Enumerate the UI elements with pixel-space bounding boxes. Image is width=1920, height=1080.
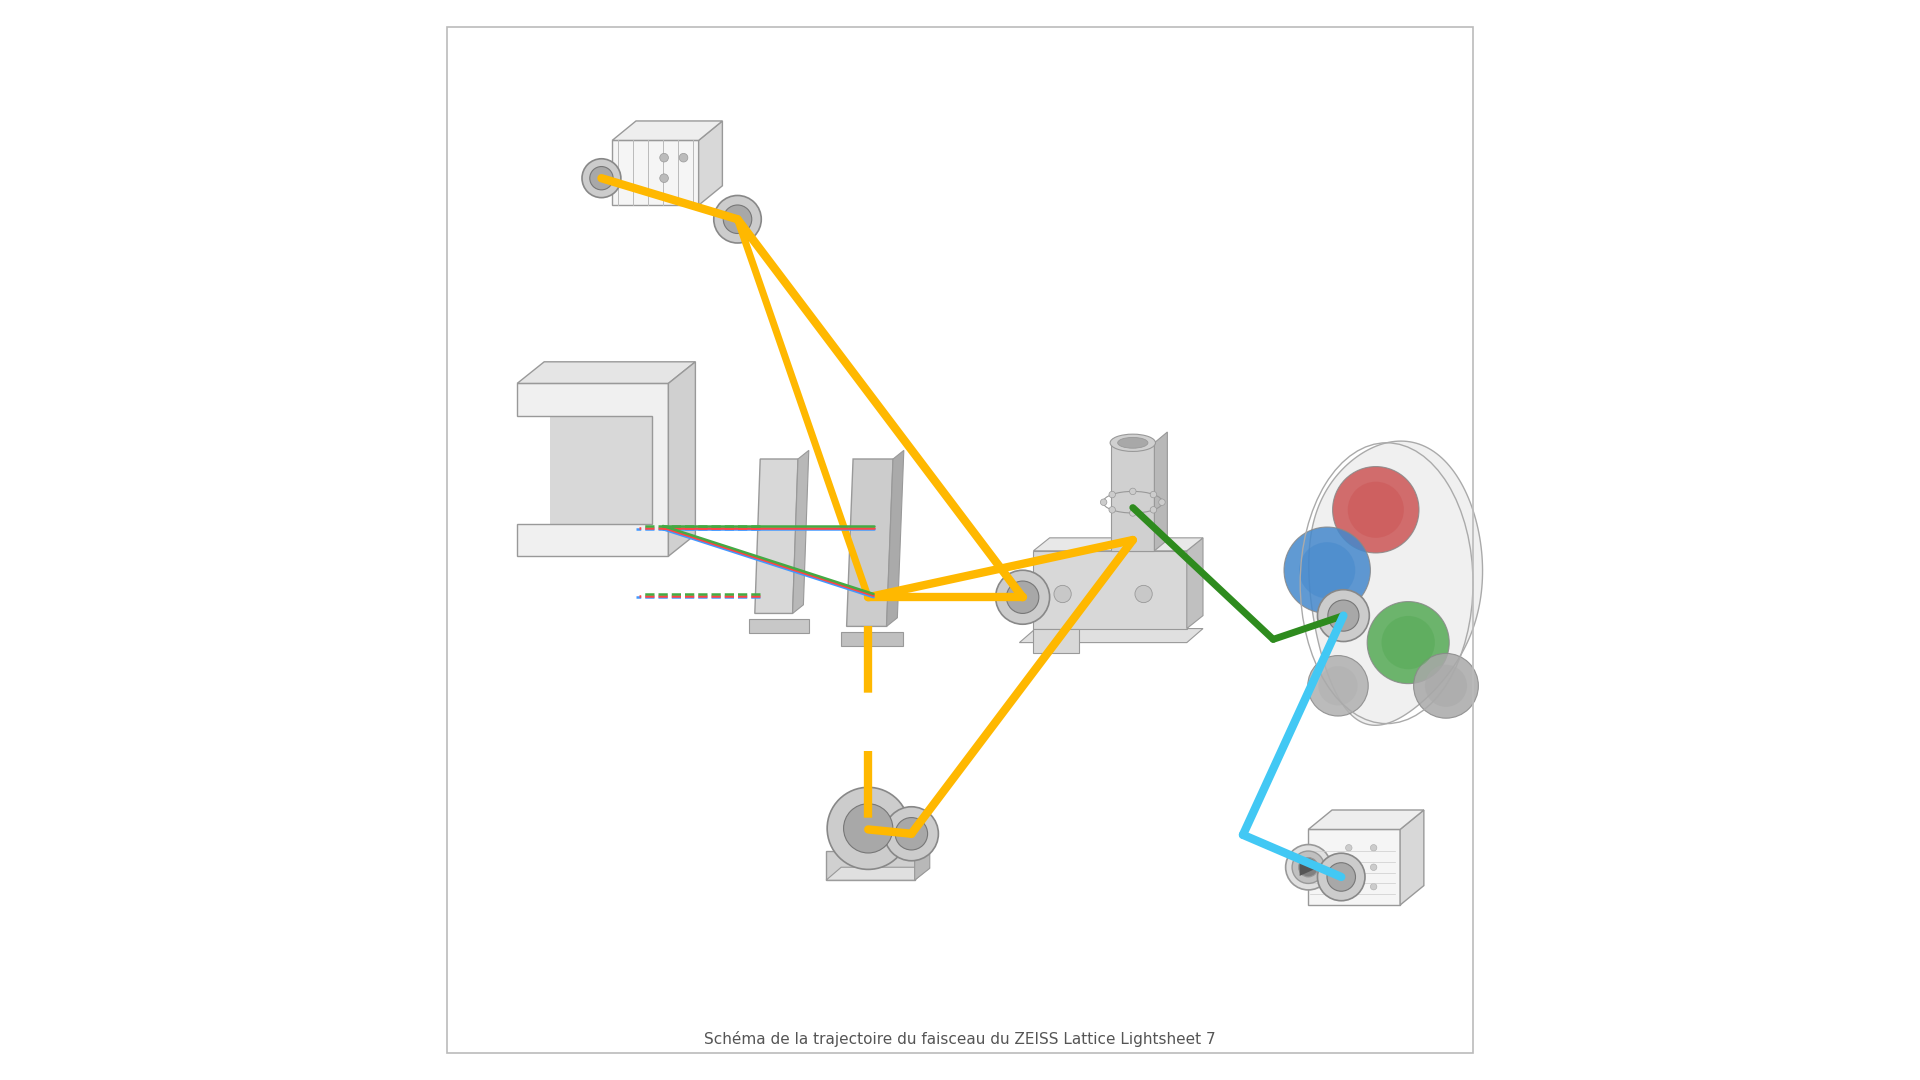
Circle shape bbox=[1129, 510, 1137, 516]
Circle shape bbox=[1382, 616, 1434, 670]
Circle shape bbox=[1150, 491, 1156, 498]
Polygon shape bbox=[1308, 829, 1400, 905]
Polygon shape bbox=[1400, 810, 1425, 905]
Polygon shape bbox=[1300, 859, 1319, 876]
Ellipse shape bbox=[843, 804, 893, 853]
Circle shape bbox=[1300, 542, 1356, 598]
Circle shape bbox=[1308, 656, 1369, 716]
Polygon shape bbox=[1154, 432, 1167, 551]
Circle shape bbox=[1284, 527, 1371, 613]
Circle shape bbox=[1346, 869, 1352, 876]
Circle shape bbox=[1371, 864, 1377, 870]
Polygon shape bbox=[755, 459, 799, 613]
Ellipse shape bbox=[1006, 581, 1039, 613]
Polygon shape bbox=[793, 450, 808, 613]
Polygon shape bbox=[887, 450, 904, 626]
Ellipse shape bbox=[1110, 434, 1156, 451]
Polygon shape bbox=[612, 140, 699, 205]
Polygon shape bbox=[516, 383, 668, 556]
Polygon shape bbox=[1020, 629, 1204, 643]
Text: Schéma de la trajectoire du faisceau du ZEISS Lattice Lightsheet 7: Schéma de la trajectoire du faisceau du … bbox=[705, 1031, 1215, 1047]
Polygon shape bbox=[1033, 629, 1079, 653]
Polygon shape bbox=[749, 619, 808, 633]
Polygon shape bbox=[668, 362, 695, 556]
Circle shape bbox=[1367, 602, 1450, 684]
Ellipse shape bbox=[582, 159, 620, 198]
Polygon shape bbox=[1187, 538, 1204, 629]
Ellipse shape bbox=[1317, 853, 1365, 901]
Polygon shape bbox=[1033, 551, 1187, 629]
Circle shape bbox=[1371, 883, 1377, 890]
Polygon shape bbox=[516, 362, 695, 383]
Polygon shape bbox=[847, 459, 893, 626]
Polygon shape bbox=[1308, 810, 1425, 829]
Ellipse shape bbox=[724, 205, 753, 233]
Polygon shape bbox=[826, 867, 929, 880]
Ellipse shape bbox=[714, 195, 760, 243]
Polygon shape bbox=[841, 632, 902, 646]
Circle shape bbox=[1160, 499, 1165, 505]
Circle shape bbox=[1371, 845, 1377, 851]
Ellipse shape bbox=[589, 166, 612, 190]
Ellipse shape bbox=[828, 787, 910, 869]
Circle shape bbox=[660, 174, 668, 183]
Ellipse shape bbox=[885, 807, 939, 861]
Circle shape bbox=[1129, 488, 1137, 495]
Polygon shape bbox=[1309, 441, 1482, 726]
Circle shape bbox=[1413, 653, 1478, 718]
Ellipse shape bbox=[1327, 863, 1356, 891]
Polygon shape bbox=[1112, 443, 1154, 551]
Ellipse shape bbox=[1117, 437, 1148, 448]
Ellipse shape bbox=[996, 570, 1050, 624]
Circle shape bbox=[660, 153, 668, 162]
Circle shape bbox=[1054, 585, 1071, 603]
Ellipse shape bbox=[1298, 858, 1317, 877]
Circle shape bbox=[1348, 482, 1404, 538]
Circle shape bbox=[1100, 499, 1106, 505]
Circle shape bbox=[1150, 507, 1156, 513]
Ellipse shape bbox=[1292, 851, 1325, 883]
Polygon shape bbox=[826, 851, 914, 880]
Polygon shape bbox=[914, 839, 929, 880]
Circle shape bbox=[680, 153, 687, 162]
Circle shape bbox=[1319, 666, 1357, 705]
Ellipse shape bbox=[1317, 590, 1369, 642]
Polygon shape bbox=[699, 121, 722, 205]
Ellipse shape bbox=[895, 818, 927, 850]
Ellipse shape bbox=[1329, 600, 1359, 631]
Circle shape bbox=[1332, 467, 1419, 553]
Ellipse shape bbox=[1286, 845, 1331, 890]
Circle shape bbox=[1110, 491, 1116, 498]
Polygon shape bbox=[612, 121, 722, 140]
Circle shape bbox=[1135, 585, 1152, 603]
Circle shape bbox=[1110, 507, 1116, 513]
Polygon shape bbox=[1033, 538, 1204, 551]
Circle shape bbox=[1346, 845, 1352, 851]
Polygon shape bbox=[549, 416, 668, 524]
Circle shape bbox=[1425, 664, 1467, 707]
